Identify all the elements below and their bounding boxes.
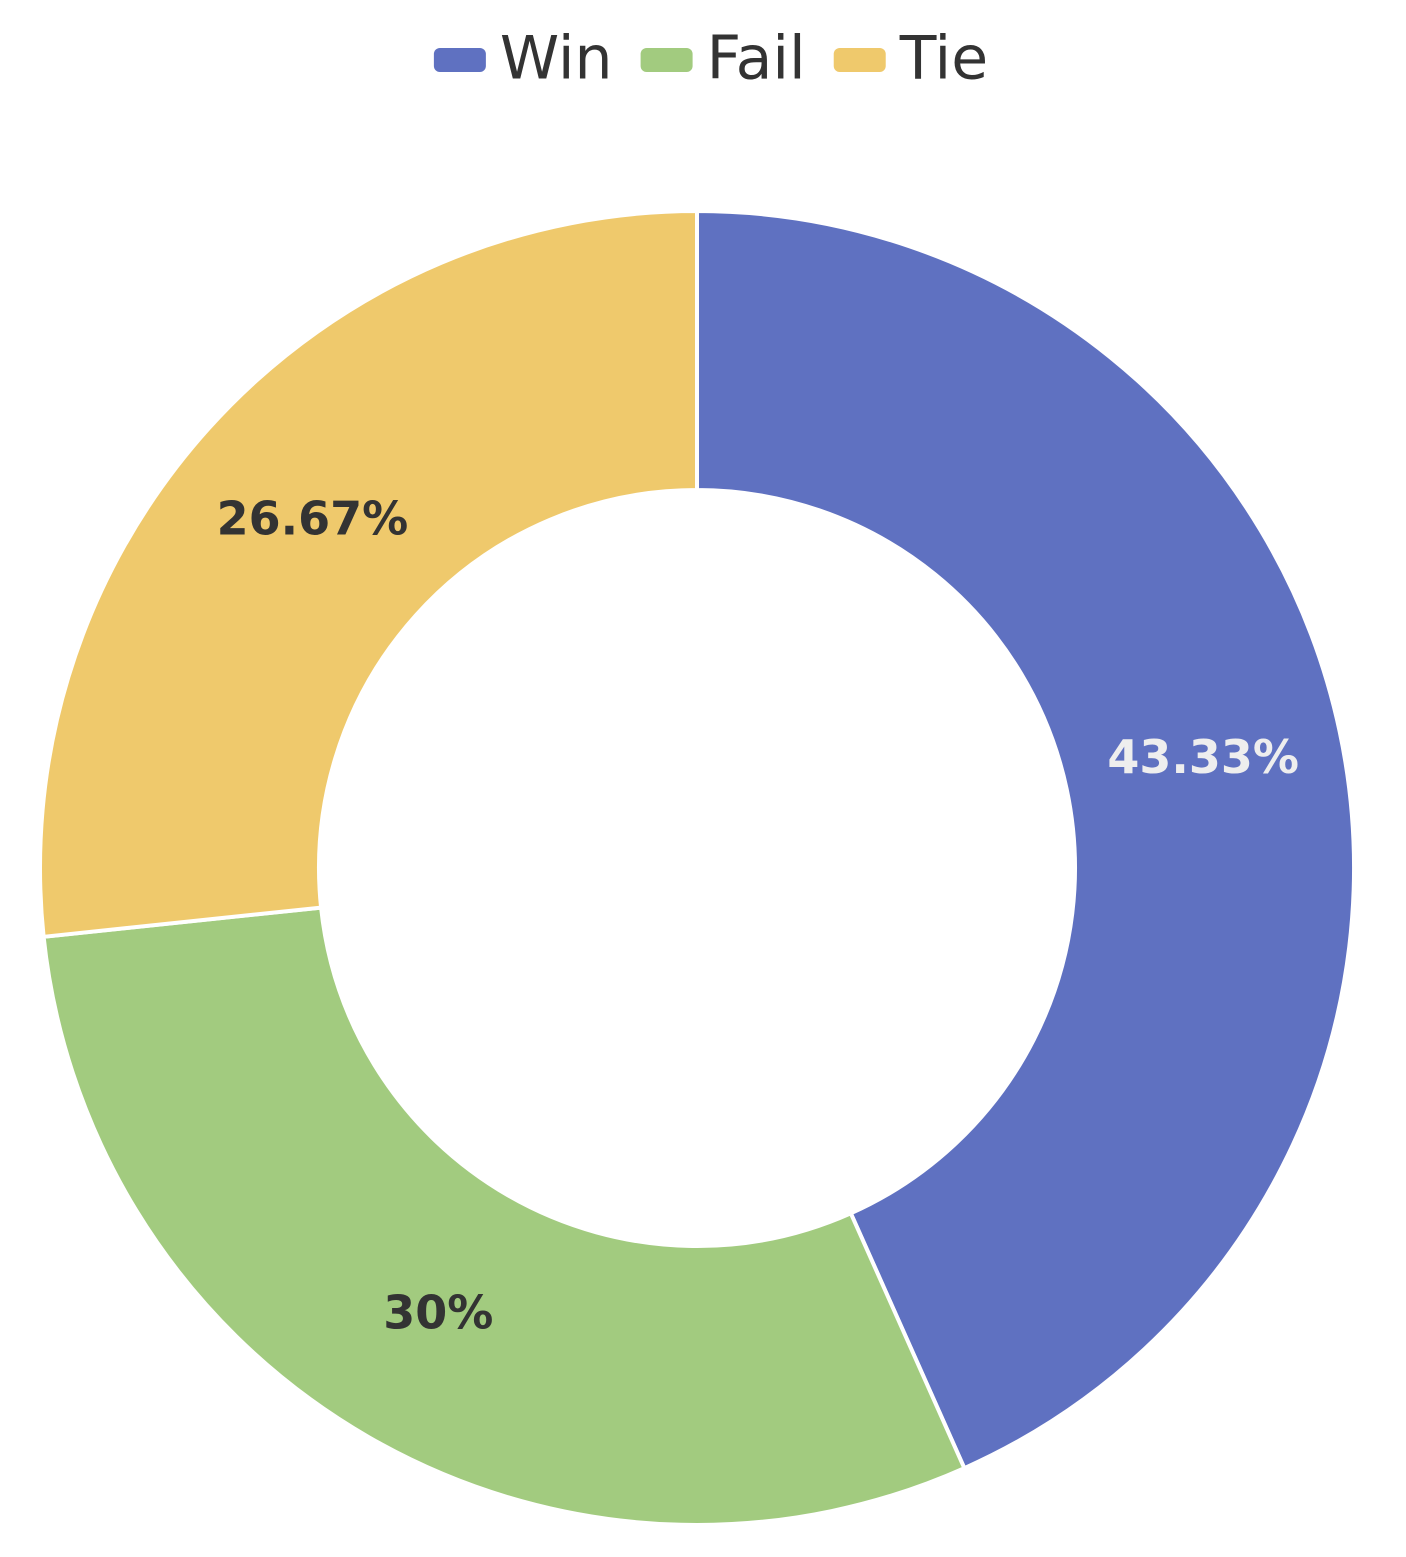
slice-label: 43.33% xyxy=(1107,730,1299,784)
legend: Win Fail Tie xyxy=(433,24,988,94)
legend-swatch xyxy=(833,48,886,72)
legend-text: Fail xyxy=(707,24,806,94)
slice xyxy=(38,209,699,939)
legend-swatch xyxy=(640,48,693,72)
legend-text: Win xyxy=(500,24,613,94)
slice-label: 30% xyxy=(383,1286,493,1340)
slice-label: 26.67% xyxy=(217,491,409,545)
slice xyxy=(41,905,967,1527)
legend-text: Tie xyxy=(899,24,988,94)
legend-swatch xyxy=(433,48,486,72)
slice xyxy=(695,209,1356,1471)
